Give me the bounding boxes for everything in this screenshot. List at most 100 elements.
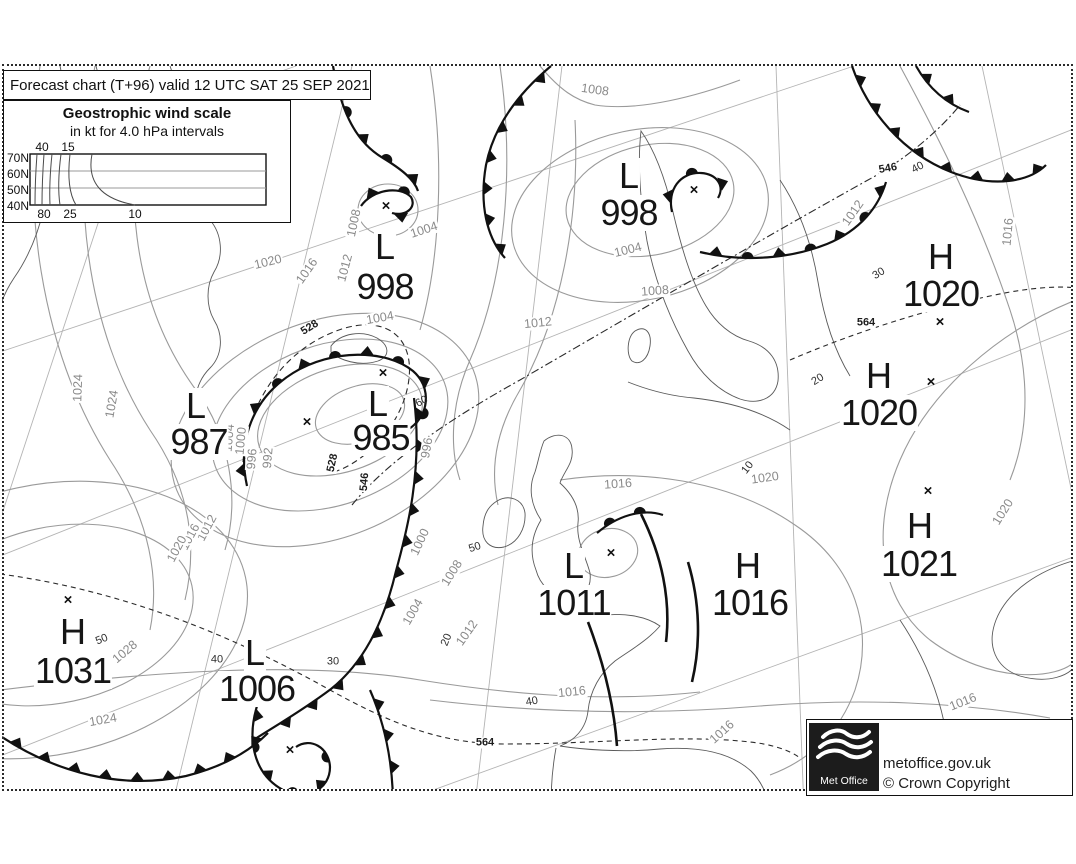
occluded-front bbox=[360, 189, 414, 215]
wind-scale-bottom-label: 10 bbox=[128, 207, 142, 221]
pressure-center-letter: L bbox=[373, 226, 397, 267]
isobar-label: 1016 bbox=[602, 475, 634, 492]
pressure-center-cross: × bbox=[923, 482, 933, 500]
front-marker bbox=[414, 470, 424, 485]
thickness-label: 564 bbox=[474, 736, 496, 749]
front-marker bbox=[484, 213, 496, 227]
pressure-center-cross: × bbox=[926, 373, 936, 391]
front-marker bbox=[633, 506, 646, 514]
front-marker bbox=[249, 402, 262, 415]
warm-front bbox=[596, 511, 664, 534]
front-marker bbox=[371, 625, 384, 639]
front-marker bbox=[496, 120, 508, 134]
pressure-center-letter: L bbox=[243, 632, 267, 673]
pressure-center-letter: L bbox=[366, 383, 390, 424]
front-marker bbox=[354, 653, 366, 666]
wind-scale-bottom-label: 25 bbox=[63, 207, 77, 221]
front-marker bbox=[389, 760, 400, 774]
met-office-attribution-box: Met Office metoffice.gov.uk © Crown Copy… bbox=[806, 719, 1073, 796]
met-office-waves-icon bbox=[816, 728, 873, 760]
front-marker bbox=[969, 170, 984, 181]
front-marker bbox=[1032, 163, 1045, 175]
pressure-center-value: 985 bbox=[351, 417, 411, 458]
front-marker bbox=[869, 102, 881, 115]
isobar-label: 996 bbox=[243, 447, 260, 471]
cold-front bbox=[915, 65, 970, 114]
front-marker bbox=[772, 247, 787, 258]
forecast-title-box: Forecast chart (T+96) valid 12 UTC SAT 2… bbox=[3, 70, 371, 100]
pressure-center-letter: H bbox=[906, 505, 934, 546]
wind-scale-title: Geostrophic wind scale bbox=[62, 105, 232, 122]
front-marker bbox=[235, 463, 246, 478]
trough-line bbox=[639, 513, 669, 643]
met-office-logo-text: Met Office bbox=[820, 775, 868, 787]
front-marker bbox=[9, 737, 22, 749]
pressure-center-cross: × bbox=[302, 413, 312, 431]
front-marker bbox=[394, 564, 405, 579]
wind-value-label: 30 bbox=[326, 655, 340, 668]
isobar-label: 1024 bbox=[70, 372, 86, 404]
pressure-center-value: 987 bbox=[169, 421, 229, 462]
pressure-center-value: 1006 bbox=[217, 668, 296, 709]
pressure-center-value: 998 bbox=[355, 266, 415, 307]
wind-scale-lat-label: 40N bbox=[6, 199, 30, 213]
front-marker bbox=[306, 698, 318, 711]
front-marker bbox=[321, 751, 331, 763]
front-marker bbox=[603, 517, 616, 527]
front-marker bbox=[98, 769, 113, 780]
trough-line bbox=[686, 561, 700, 683]
thickness-label: 546 bbox=[357, 471, 372, 493]
occluded-front bbox=[669, 171, 722, 213]
wind-scale-lat-label: 50N bbox=[6, 183, 30, 197]
pressure-center-cross: × bbox=[63, 591, 73, 609]
cold-front bbox=[368, 689, 394, 789]
front-marker bbox=[494, 243, 506, 256]
wind-scale-top-label: 15 bbox=[61, 140, 75, 154]
wind-scale-diagram bbox=[29, 153, 267, 206]
front-marker bbox=[717, 177, 729, 191]
front-marker bbox=[708, 246, 723, 257]
pressure-center-cross: × bbox=[381, 197, 391, 215]
pressure-center-letter: H bbox=[927, 236, 955, 277]
front-marker bbox=[394, 212, 409, 223]
front-marker bbox=[384, 595, 396, 610]
front-marker bbox=[402, 534, 413, 548]
front-marker bbox=[533, 71, 546, 84]
wind-scale-lat-label: 70N bbox=[6, 151, 30, 165]
front-marker bbox=[272, 378, 283, 389]
fronts bbox=[2, 65, 1047, 789]
front-marker bbox=[329, 351, 342, 359]
copyright-text: © Crown Copyright bbox=[883, 774, 1010, 792]
front-marker bbox=[357, 134, 369, 146]
front-marker bbox=[834, 229, 847, 242]
pressure-center-cross: × bbox=[285, 741, 295, 759]
pressure-center-cross: × bbox=[935, 313, 945, 331]
front-marker bbox=[381, 154, 393, 164]
isobar-label: 992 bbox=[259, 446, 276, 470]
front-marker bbox=[409, 502, 420, 517]
pressure-center-letter: L bbox=[184, 385, 208, 426]
pressure-center-cross: × bbox=[689, 181, 699, 199]
pressure-center-cross: × bbox=[378, 364, 388, 382]
front-marker bbox=[804, 243, 817, 252]
front-marker bbox=[130, 771, 145, 781]
occluded-front bbox=[699, 181, 888, 260]
wind-scale-box: Geostrophic wind scale in kt for 4.0 hPa… bbox=[3, 100, 291, 223]
pressure-center-value: 1020 bbox=[839, 392, 918, 433]
front-marker bbox=[193, 763, 207, 775]
front-marker bbox=[343, 106, 352, 118]
thickness-label: 564 bbox=[855, 316, 877, 329]
cold-front bbox=[251, 397, 418, 742]
front-marker bbox=[486, 149, 497, 164]
pressure-center-letter: H bbox=[865, 355, 893, 396]
wind-scale-top-label: 40 bbox=[35, 140, 49, 154]
front-marker bbox=[1001, 172, 1016, 182]
front-marker bbox=[874, 184, 886, 198]
pressure-center-letter: H bbox=[734, 545, 762, 586]
front-marker bbox=[360, 346, 374, 356]
front-marker bbox=[483, 181, 493, 196]
isobar-label: 1012 bbox=[522, 314, 554, 332]
met-office-logo: Met Office bbox=[809, 723, 879, 791]
wind-value-label: 40 bbox=[210, 653, 224, 666]
cold-front bbox=[482, 65, 552, 259]
